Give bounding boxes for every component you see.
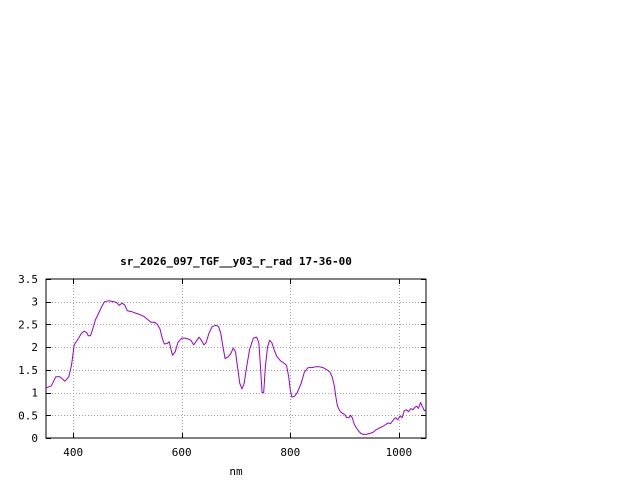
y-tick-label: 1.5	[18, 364, 38, 377]
x-tick-label: 400	[63, 446, 83, 459]
x-tick-label: 1000	[386, 446, 413, 459]
series-layer	[45, 300, 427, 435]
plot-area-frame	[45, 278, 427, 439]
y-tick-label: 3	[31, 296, 38, 309]
series-line	[45, 300, 427, 435]
x-tick-label: 600	[172, 446, 192, 459]
chart-title: sr_2026_097_TGF__y03_r_rad 17-36-00	[120, 255, 352, 268]
y-tick-label: 0.5	[18, 409, 38, 422]
y-tick-label: 3.5	[18, 273, 38, 286]
y-tick-label: 2.5	[18, 318, 38, 331]
grid	[46, 279, 426, 438]
x-tick-label: 800	[280, 446, 300, 459]
x-axis-label: nm	[229, 465, 243, 478]
y-tick-label: 2	[31, 341, 38, 354]
axis-ticks	[46, 279, 426, 439]
x-axis-tick-labels: 400 600 800 1000	[63, 446, 412, 459]
y-tick-label: 0	[31, 432, 38, 445]
y-axis-tick-labels: 0 0.5 1 1.5 2 2.5 3 3.5	[18, 273, 38, 445]
y-tick-label: 1	[31, 387, 38, 400]
